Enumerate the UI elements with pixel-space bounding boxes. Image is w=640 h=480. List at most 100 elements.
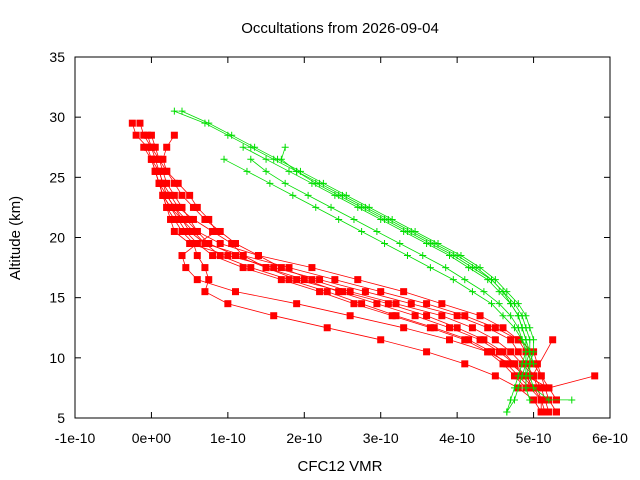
plus-data-point bbox=[488, 276, 496, 284]
x-tick-label: 1e-10 bbox=[210, 430, 246, 446]
plus-data-point bbox=[247, 155, 255, 163]
square-data-point bbox=[193, 240, 201, 248]
x-tick-label: 2e-10 bbox=[286, 430, 322, 446]
square-data-point bbox=[228, 240, 236, 248]
square-data-point bbox=[507, 360, 515, 368]
square-data-point bbox=[163, 143, 171, 151]
plus-data-point bbox=[480, 288, 488, 296]
plus-data-point bbox=[530, 384, 538, 392]
square-data-point bbox=[354, 276, 362, 284]
square-data-point bbox=[533, 360, 541, 368]
square-data-point bbox=[323, 324, 331, 332]
chart-title: Occultations from 2026-09-04 bbox=[241, 20, 439, 37]
square-data-point bbox=[446, 336, 453, 344]
square-data-point bbox=[514, 348, 522, 356]
square-data-point bbox=[163, 179, 171, 187]
square-data-point bbox=[178, 252, 186, 260]
plus-data-point bbox=[312, 203, 320, 211]
plus-data-point bbox=[281, 179, 289, 187]
plus-marker-series bbox=[277, 143, 530, 416]
plus-data-point bbox=[545, 396, 553, 404]
square-data-point bbox=[461, 360, 469, 368]
square-data-point bbox=[239, 252, 247, 260]
square-data-point bbox=[174, 203, 182, 211]
square-data-point bbox=[239, 264, 247, 272]
x-tick-label: 4e-10 bbox=[439, 430, 475, 446]
plus-data-point bbox=[514, 312, 522, 320]
square-data-point bbox=[186, 215, 194, 223]
square-data-point bbox=[174, 215, 182, 223]
plus-data-point bbox=[319, 179, 327, 187]
square-data-point bbox=[277, 276, 285, 284]
square-data-point bbox=[285, 276, 293, 284]
square-data-point bbox=[170, 227, 178, 235]
plus-data-point bbox=[507, 300, 515, 308]
axes: -1e-10 0e+00 1e-10 2e-10 3e-10 4e-10 5e-10 6e-1… bbox=[49, 49, 628, 446]
square-data-point bbox=[491, 324, 499, 332]
plus-data-point bbox=[499, 312, 507, 320]
plot-series bbox=[128, 107, 599, 416]
square-data-point bbox=[545, 408, 553, 416]
x-tick-label: 3e-10 bbox=[363, 430, 399, 446]
x-tick-label: -1e-10 bbox=[55, 430, 96, 446]
square-data-point bbox=[201, 264, 209, 272]
square-data-point bbox=[411, 312, 419, 320]
square-data-point bbox=[400, 288, 408, 296]
plus-data-point bbox=[262, 155, 270, 163]
square-data-point bbox=[541, 396, 549, 404]
square-data-point bbox=[167, 215, 175, 223]
plus-data-point bbox=[434, 240, 442, 248]
plus-data-point bbox=[568, 396, 576, 404]
square-data-point bbox=[193, 227, 201, 235]
square-data-point bbox=[163, 191, 171, 199]
square-data-point bbox=[155, 167, 163, 175]
square-data-point bbox=[495, 348, 503, 356]
square-data-point bbox=[510, 372, 518, 380]
plus-data-point bbox=[507, 396, 515, 404]
square-data-point bbox=[488, 348, 496, 356]
y-axis-label: Altitude (km) bbox=[7, 196, 24, 280]
plus-data-point bbox=[503, 408, 511, 416]
square-data-point bbox=[499, 360, 507, 368]
square-data-point bbox=[423, 348, 431, 356]
square-data-point bbox=[407, 300, 415, 308]
square-data-point bbox=[388, 312, 396, 320]
square-data-point bbox=[499, 324, 507, 332]
square-data-point bbox=[144, 143, 152, 151]
plus-data-point bbox=[304, 191, 312, 199]
square-data-point bbox=[159, 167, 167, 175]
square-data-point bbox=[189, 203, 197, 211]
square-marker-series bbox=[136, 119, 560, 416]
square-data-point bbox=[174, 179, 182, 187]
y-tick-label: 25 bbox=[49, 169, 65, 185]
square-data-point bbox=[537, 408, 545, 416]
square-data-point bbox=[163, 203, 171, 211]
square-data-point bbox=[537, 396, 545, 404]
plus-data-point bbox=[514, 300, 522, 308]
series-line bbox=[151, 135, 550, 413]
square-data-point bbox=[159, 191, 167, 199]
x-tick-label: 5e-10 bbox=[516, 430, 552, 446]
square-data-point bbox=[346, 312, 354, 320]
square-data-point bbox=[147, 131, 155, 139]
series-line bbox=[250, 158, 527, 388]
plus-data-point bbox=[285, 167, 293, 175]
plus-data-point bbox=[457, 252, 465, 260]
plus-data-point bbox=[205, 119, 213, 127]
plus-data-point bbox=[530, 360, 538, 368]
square-data-point bbox=[186, 191, 194, 199]
plot-frame bbox=[74, 56, 611, 419]
square-marker-series bbox=[159, 191, 557, 392]
square-data-point bbox=[491, 336, 499, 344]
square-data-point bbox=[159, 179, 167, 187]
square-data-point bbox=[507, 336, 515, 344]
square-data-point bbox=[553, 408, 560, 416]
plus-data-point bbox=[228, 131, 236, 139]
plus-data-point bbox=[522, 384, 530, 392]
plus-data-point bbox=[495, 300, 503, 308]
y-tick-label: 20 bbox=[49, 230, 65, 246]
plus-data-point bbox=[396, 240, 404, 248]
square-data-point bbox=[132, 131, 140, 139]
square-data-point bbox=[262, 264, 270, 272]
square-data-point bbox=[140, 131, 148, 139]
